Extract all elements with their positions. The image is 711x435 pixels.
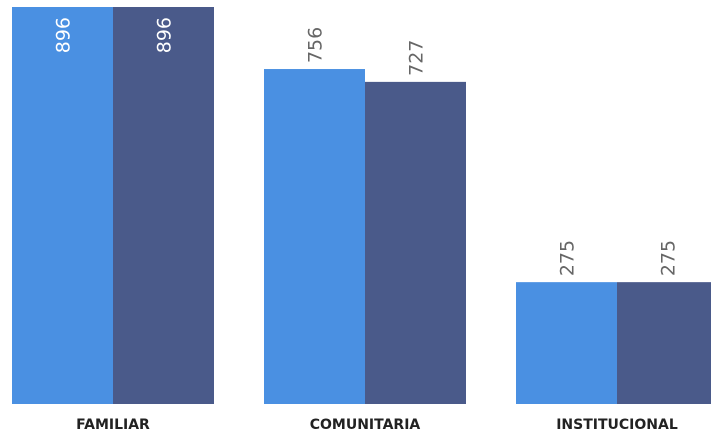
bar-comunitaria-series-2 — [365, 81, 466, 404]
category-labels-layer: FAMILIAR COMUNITARIA INSTITUCIONAL — [76, 417, 678, 433]
category-label-comunitaria: COMUNITARIA — [310, 417, 421, 433]
bars-layer — [12, 7, 711, 404]
value-label-familiar-series-1: 896 — [53, 17, 75, 53]
value-label-institucional-series-1: 275 — [557, 240, 579, 276]
category-label-institucional: INSTITUCIONAL — [556, 417, 678, 433]
bar-institucional-series-2 — [617, 282, 711, 404]
value-label-familiar-series-2: 896 — [154, 17, 176, 53]
bar-comunitaria-series-1 — [264, 69, 365, 404]
bar-familiar-series-1 — [12, 7, 113, 404]
bar-familiar-series-2 — [113, 7, 214, 404]
bar-institucional-series-1 — [516, 282, 617, 404]
value-label-comunitaria-series-1: 756 — [305, 27, 327, 63]
value-label-institucional-series-2: 275 — [658, 240, 680, 276]
value-labels-layer: 896 896 756 727 275 275 — [53, 17, 680, 276]
value-label-comunitaria-series-2: 727 — [406, 40, 428, 76]
category-label-familiar: FAMILIAR — [76, 417, 150, 433]
